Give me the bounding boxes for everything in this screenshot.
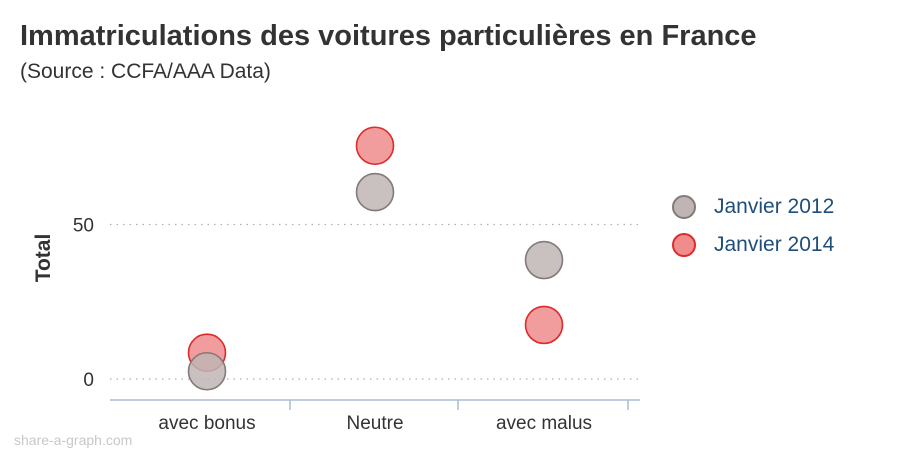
x-tick-label-3: avec malus xyxy=(496,413,592,434)
data-points xyxy=(187,126,564,391)
point-janvier-2012-2 xyxy=(355,172,395,212)
x-axis: avec bonus Neutre avec malus xyxy=(110,399,640,434)
x-tick-label-1: avec bonus xyxy=(158,413,255,434)
y-tick-label-0: 0 xyxy=(83,370,94,391)
legend-item-2012[interactable]: Janvier 2012 xyxy=(672,188,834,226)
y-tick-label-50: 50 xyxy=(73,216,94,237)
point-janvier-2012-3 xyxy=(524,240,564,280)
chart-subtitle: (Source : CCFA/AAA Data) xyxy=(20,60,271,83)
point-janvier-2012-1 xyxy=(187,351,227,391)
legend-swatch-2014 xyxy=(672,233,696,257)
point-janvier-2014-3 xyxy=(524,305,564,345)
legend-label-2014: Janvier 2014 xyxy=(714,233,835,256)
legend-item-2014[interactable]: Janvier 2014 xyxy=(672,226,834,264)
watermark: share-a-graph.com xyxy=(14,432,133,448)
legend-swatch-2012 xyxy=(672,195,696,219)
y-axis-label: Total xyxy=(32,234,55,283)
chart-title: Immatriculations des voitures particuliè… xyxy=(20,20,757,52)
point-janvier-2014-2 xyxy=(355,126,395,166)
x-tick-label-2: Neutre xyxy=(346,413,403,434)
grid-layer: 0 50 xyxy=(73,216,640,391)
legend-label-2012: Janvier 2012 xyxy=(714,195,835,218)
legend: Janvier 2012 Janvier 2014 xyxy=(672,188,834,264)
